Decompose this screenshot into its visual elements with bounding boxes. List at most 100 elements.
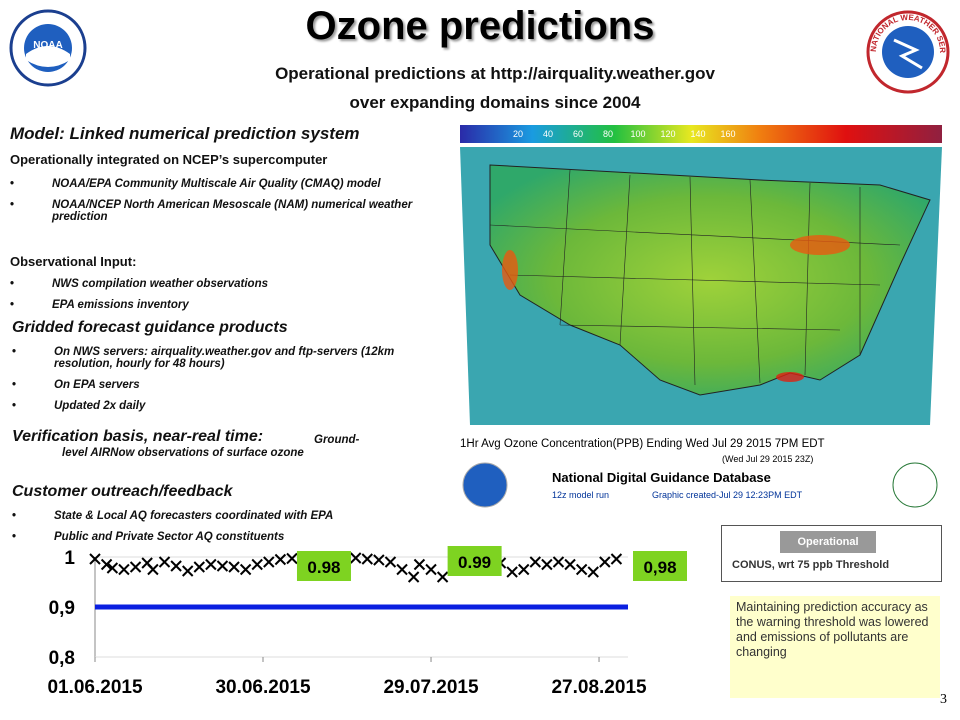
subtitle: Operational predictions at http://airqua… <box>275 64 715 83</box>
y-tick-label: 0,8 <box>49 648 75 669</box>
text: Ground-level AIRNow observations of surf… <box>62 434 360 459</box>
marker <box>384 556 397 568</box>
marker <box>106 562 119 574</box>
bullet: EPA emissions inventory <box>10 299 458 311</box>
marker <box>361 553 374 565</box>
x-tick-label: 01.06.2015 <box>47 677 143 698</box>
marker <box>541 558 553 571</box>
tab: Operational <box>780 531 876 553</box>
legend-box: Operational CONUS, wrt 75 ppb Threshold <box>721 525 942 582</box>
map-caption: 1Hr Avg Ozone Concentration(PPB) Ending … <box>460 438 825 450</box>
marker <box>100 558 113 571</box>
colorbar-label: 80 <box>603 129 613 139</box>
marker <box>575 563 588 576</box>
marker <box>239 563 252 576</box>
marker <box>529 556 542 568</box>
colorbar-label: 120 <box>660 129 675 139</box>
marker <box>413 558 426 571</box>
heading: Model: Linked numerical prediction syste… <box>10 124 360 143</box>
marker <box>274 553 287 566</box>
list: On NWS servers: airquality.weather.gov a… <box>12 346 442 421</box>
ozone-map: 20 40 60 80 100 120 140 160 1Hr Avg Ozone Conce… <box>460 125 942 515</box>
bullet: State & Local AQ forecasters coordinated… <box>12 510 442 522</box>
nws-logo: NATIONAL WEATHER SERVICE <box>866 10 950 94</box>
marker <box>193 561 205 573</box>
marker <box>610 553 623 565</box>
marker <box>251 558 263 571</box>
bullet: Public and Private Sector AQ constituent… <box>12 531 442 543</box>
map-caption: (Wed Jul 29 2015 23Z) <box>722 454 813 464</box>
marker <box>286 552 298 565</box>
bullet: On NWS servers: airquality.weather.gov a… <box>12 346 442 370</box>
marker <box>170 560 182 572</box>
colorbar-label: 140 <box>690 129 705 139</box>
colorbar-label: 160 <box>720 129 735 139</box>
logo-text: NOAA <box>33 40 62 51</box>
colorbar <box>460 125 942 143</box>
bullet: NOAA/EPA Community Multiscale Air Qualit… <box>10 178 458 190</box>
list: NWS compilation weather observations EPA… <box>10 278 458 320</box>
annotation: 0.98 <box>307 558 340 577</box>
bullet: Updated 2x daily <box>12 400 442 412</box>
colorbar-label: 60 <box>573 129 583 139</box>
marker <box>118 563 130 576</box>
map-database: National Digital Guidance Database <box>552 470 771 485</box>
title: Ozone predictions <box>305 4 655 48</box>
state-lines <box>489 169 901 386</box>
bullet: NOAA/NCEP North American Mesoscale (NAM)… <box>10 199 458 223</box>
marker <box>599 556 611 568</box>
y-tick-label: 0,9 <box>49 598 75 619</box>
heading: Gridded forecast guidance products <box>12 319 288 336</box>
colorbar-label: 20 <box>513 129 523 139</box>
marker <box>396 563 408 576</box>
marker <box>552 556 565 568</box>
note: Maintaining prediction accuracy as the w… <box>730 596 940 698</box>
heading: Verification basis, near-real time: <box>12 428 264 445</box>
marker <box>216 560 229 572</box>
text: Operationally integrated on NCEP’s super… <box>10 152 328 167</box>
list: NOAA/EPA Community Multiscale Air Qualit… <box>10 178 458 232</box>
marker <box>228 561 240 573</box>
annotation-box <box>296 551 351 581</box>
marker <box>564 558 576 571</box>
marker <box>158 556 171 568</box>
chart: 0,8 0,9 1 01.06.2015 30.06.2015 29.07.2015 27.… <box>47 546 687 698</box>
page-number: 3 <box>940 692 947 707</box>
hotspot <box>790 235 850 255</box>
annotation: 0.99 <box>458 553 491 572</box>
marker <box>518 563 530 576</box>
colorbar-label: 100 <box>630 129 645 139</box>
x-tick-label: 27.08.2015 <box>551 677 647 698</box>
x-tick-label: 29.07.2015 <box>383 677 479 698</box>
marker <box>436 571 449 583</box>
legend-text: CONUS, wrt 75 ppb Threshold <box>732 559 890 571</box>
map-created: Graphic created-Jul 29 12:23PM EDT <box>652 490 803 500</box>
marker <box>263 556 275 568</box>
noaa-logo: NOAA <box>9 9 87 87</box>
marker <box>407 571 420 583</box>
bullet: NWS compilation weather observations <box>10 278 458 290</box>
text: Observational Input: <box>10 254 137 269</box>
epa-logo <box>892 462 938 508</box>
marker <box>181 565 194 577</box>
land <box>489 164 931 396</box>
y-tick-label: 1 <box>64 548 75 569</box>
annotation-box <box>633 551 687 581</box>
heading: Verification basis, near-real time: <box>12 428 263 446</box>
annotation: 0,98 <box>643 558 676 577</box>
marker <box>587 566 599 578</box>
colorbar-label: 40 <box>543 129 553 139</box>
x-tick-label: 30.06.2015 <box>215 677 311 698</box>
annotation-box <box>447 546 502 576</box>
marker <box>373 554 385 566</box>
marker <box>506 566 518 578</box>
marker <box>147 563 159 576</box>
caption-area <box>460 430 942 515</box>
bullet: On EPA servers <box>12 379 442 391</box>
marker <box>205 558 217 571</box>
marker <box>129 561 142 573</box>
heading: Customer outreach/feedback <box>12 483 233 500</box>
marker <box>425 563 437 576</box>
noaa-logo <box>462 462 508 508</box>
